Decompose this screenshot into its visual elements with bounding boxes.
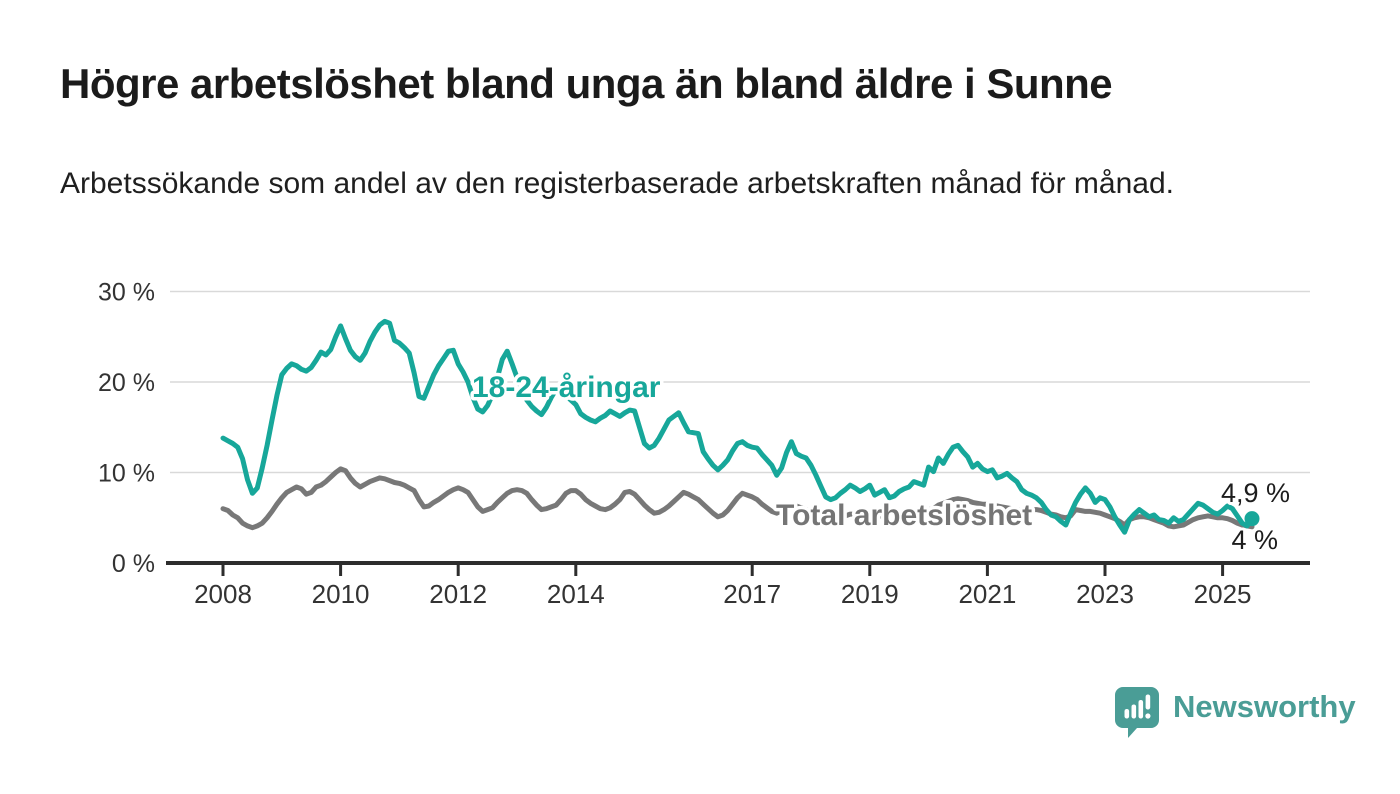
lines-layer [220,318,1260,535]
grid-layer: 0 % 10 % 20 % 30 % 2008 2010 2012 2014 2017 2019 2… [98,279,1310,609]
svg-text:2014: 2014 [547,579,605,609]
end-label-youth: 4,9 % [1221,478,1290,508]
logo-bar-1 [1124,709,1130,719]
svg-text:10 %: 10 % [98,460,155,488]
svg-text:2023: 2023 [1076,579,1134,609]
series-label-youth: 18-24-åringar [472,371,661,404]
logo-bar-3 [1138,700,1144,719]
page-subtitle: Arbetssökande som andel av den registerb… [60,167,1174,200]
svg-text:2025: 2025 [1194,579,1252,609]
newsworthy-logo-icon [1115,687,1159,738]
svg-text:2012: 2012 [429,579,487,609]
svg-text:2010: 2010 [312,579,370,609]
newsworthy-logo-text: Newsworthy [1173,689,1356,724]
svg-text:2021: 2021 [958,579,1016,609]
series-label-total: Total arbetslöshet [776,499,1032,532]
page-title: Högre arbetslöshet bland unga än bland ä… [60,60,1113,107]
svg-text:30 %: 30 % [98,279,155,307]
logo-exclamation-bar [1145,694,1151,710]
logo-bar-2 [1131,704,1137,719]
svg-text:2008: 2008 [194,579,252,609]
logo-exclamation-dot [1145,713,1151,719]
svg-text:2019: 2019 [841,579,899,609]
svg-text:0 %: 0 % [112,550,155,578]
svg-text:20 %: 20 % [98,369,155,397]
svg-text:2017: 2017 [723,579,781,609]
end-label-total: 4 % [1231,525,1278,555]
newsworthy-logo[interactable]: Newsworthy [1114,686,1356,739]
